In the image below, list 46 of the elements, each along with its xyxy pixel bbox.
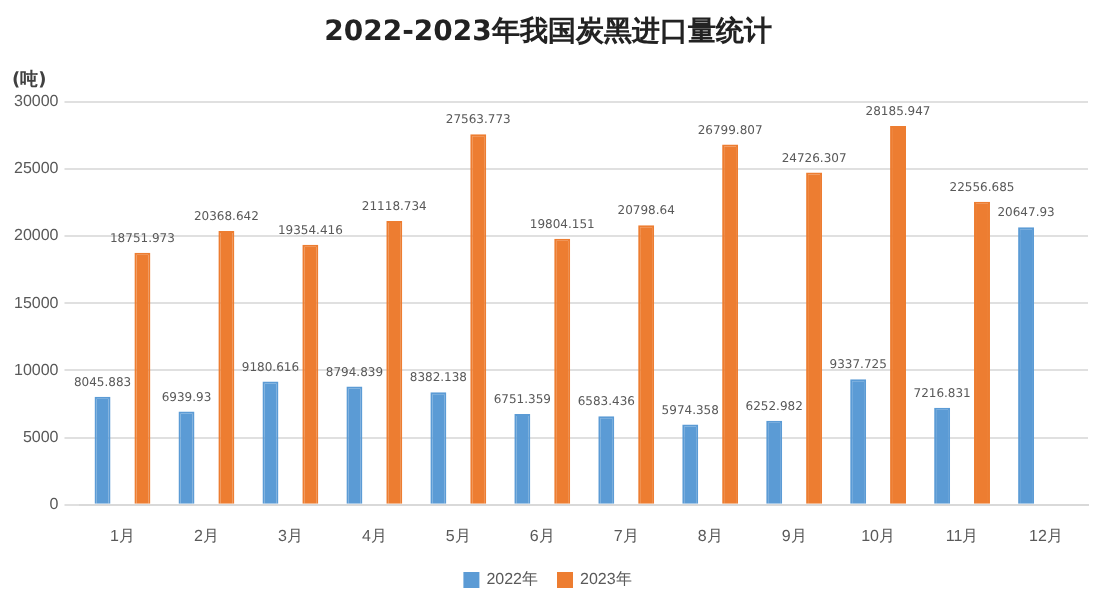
y-tick-label: 0 xyxy=(49,495,60,514)
x-tick-label: 10月 xyxy=(861,526,896,545)
bar xyxy=(1018,227,1035,504)
bar xyxy=(890,125,907,504)
x-tick-label: 8月 xyxy=(697,526,723,545)
bar xyxy=(94,396,111,504)
x-tick-label: 9月 xyxy=(781,526,807,545)
y-tick-label: 15000 xyxy=(13,293,60,312)
bar xyxy=(178,411,195,504)
bar xyxy=(682,424,699,504)
y-tick-label: 20000 xyxy=(13,226,60,245)
x-tick-label: 6月 xyxy=(529,526,555,545)
bar xyxy=(134,252,151,504)
legend-label: 2022年 xyxy=(486,570,538,589)
bar xyxy=(934,407,951,504)
bar xyxy=(302,244,319,504)
y-tick-label: 30000 xyxy=(13,92,60,111)
bar xyxy=(470,134,487,504)
x-tick-label: 4月 xyxy=(361,526,387,545)
x-tick-label: 5月 xyxy=(445,526,471,545)
bar xyxy=(430,392,447,504)
x-tick-label: 2月 xyxy=(193,526,219,545)
x-tick-label: 11月 xyxy=(945,526,979,545)
x-tick-label: 12月 xyxy=(1029,526,1063,545)
bar xyxy=(386,220,403,504)
bar xyxy=(722,144,739,504)
bar xyxy=(806,172,823,504)
y-tick-label: 5000 xyxy=(22,428,60,447)
x-tick-label: 3月 xyxy=(277,526,303,545)
bar xyxy=(850,379,867,504)
bar xyxy=(554,238,571,504)
chart-title: 2022-2023年我国炭黑进口量统计 xyxy=(324,14,772,49)
bar xyxy=(598,416,615,504)
bar xyxy=(766,420,783,504)
y-tick-label: 25000 xyxy=(13,159,60,178)
bar xyxy=(218,231,235,504)
bar xyxy=(514,414,531,504)
x-tick-label: 7月 xyxy=(613,526,639,545)
bar xyxy=(262,381,279,504)
bar xyxy=(974,201,990,504)
y-tick-label: 10000 xyxy=(13,360,60,379)
y-axis-title: (吨) xyxy=(12,69,47,92)
bar xyxy=(346,386,363,504)
bar xyxy=(638,225,655,504)
x-tick-label: 1月 xyxy=(110,526,135,545)
legend-label: 2023年 xyxy=(580,570,632,589)
